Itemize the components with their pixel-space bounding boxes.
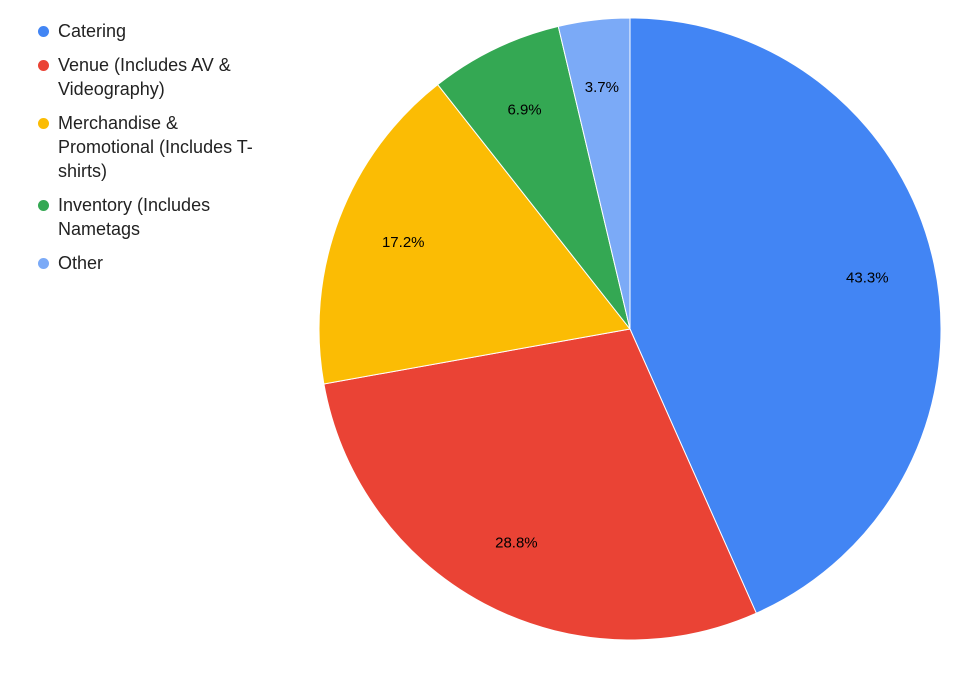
legend-item: Merchandise & Promotional (Includes T-sh… xyxy=(36,111,274,183)
legend-marker xyxy=(38,26,49,37)
legend-item: Venue (Includes AV & Videography) xyxy=(36,53,274,101)
legend-marker xyxy=(38,60,49,71)
legend-marker xyxy=(38,118,49,129)
slice-label: 43.3% xyxy=(846,270,889,287)
slice-label: 17.2% xyxy=(382,234,425,251)
legend-label: Catering xyxy=(58,21,127,41)
legend-marker xyxy=(38,200,49,211)
slice-label: 6.9% xyxy=(507,102,541,119)
pie-slice xyxy=(629,17,942,614)
pie-slice xyxy=(323,328,757,641)
pie-slice xyxy=(436,25,631,330)
legend-label: Other xyxy=(58,253,104,273)
legend: Catering Venue (Includes AV & Videography… xyxy=(36,19,276,285)
legend-item: Inventory (Includes Nametags xyxy=(36,193,274,241)
legend-label: Venue (Includes AV & Videography) xyxy=(58,55,231,99)
pie-slice xyxy=(557,17,631,330)
legend-item: Other xyxy=(36,251,274,275)
legend-label: Inventory (Includes Nametags xyxy=(58,195,211,239)
slice-label: 28.8% xyxy=(495,534,538,551)
pie-slice xyxy=(318,83,631,385)
legend-marker xyxy=(38,258,49,269)
slice-label: 3.7% xyxy=(585,79,619,96)
legend-label: Merchandise & Promotional (Includes T-sh… xyxy=(58,113,253,181)
legend-item: Catering xyxy=(36,19,274,43)
